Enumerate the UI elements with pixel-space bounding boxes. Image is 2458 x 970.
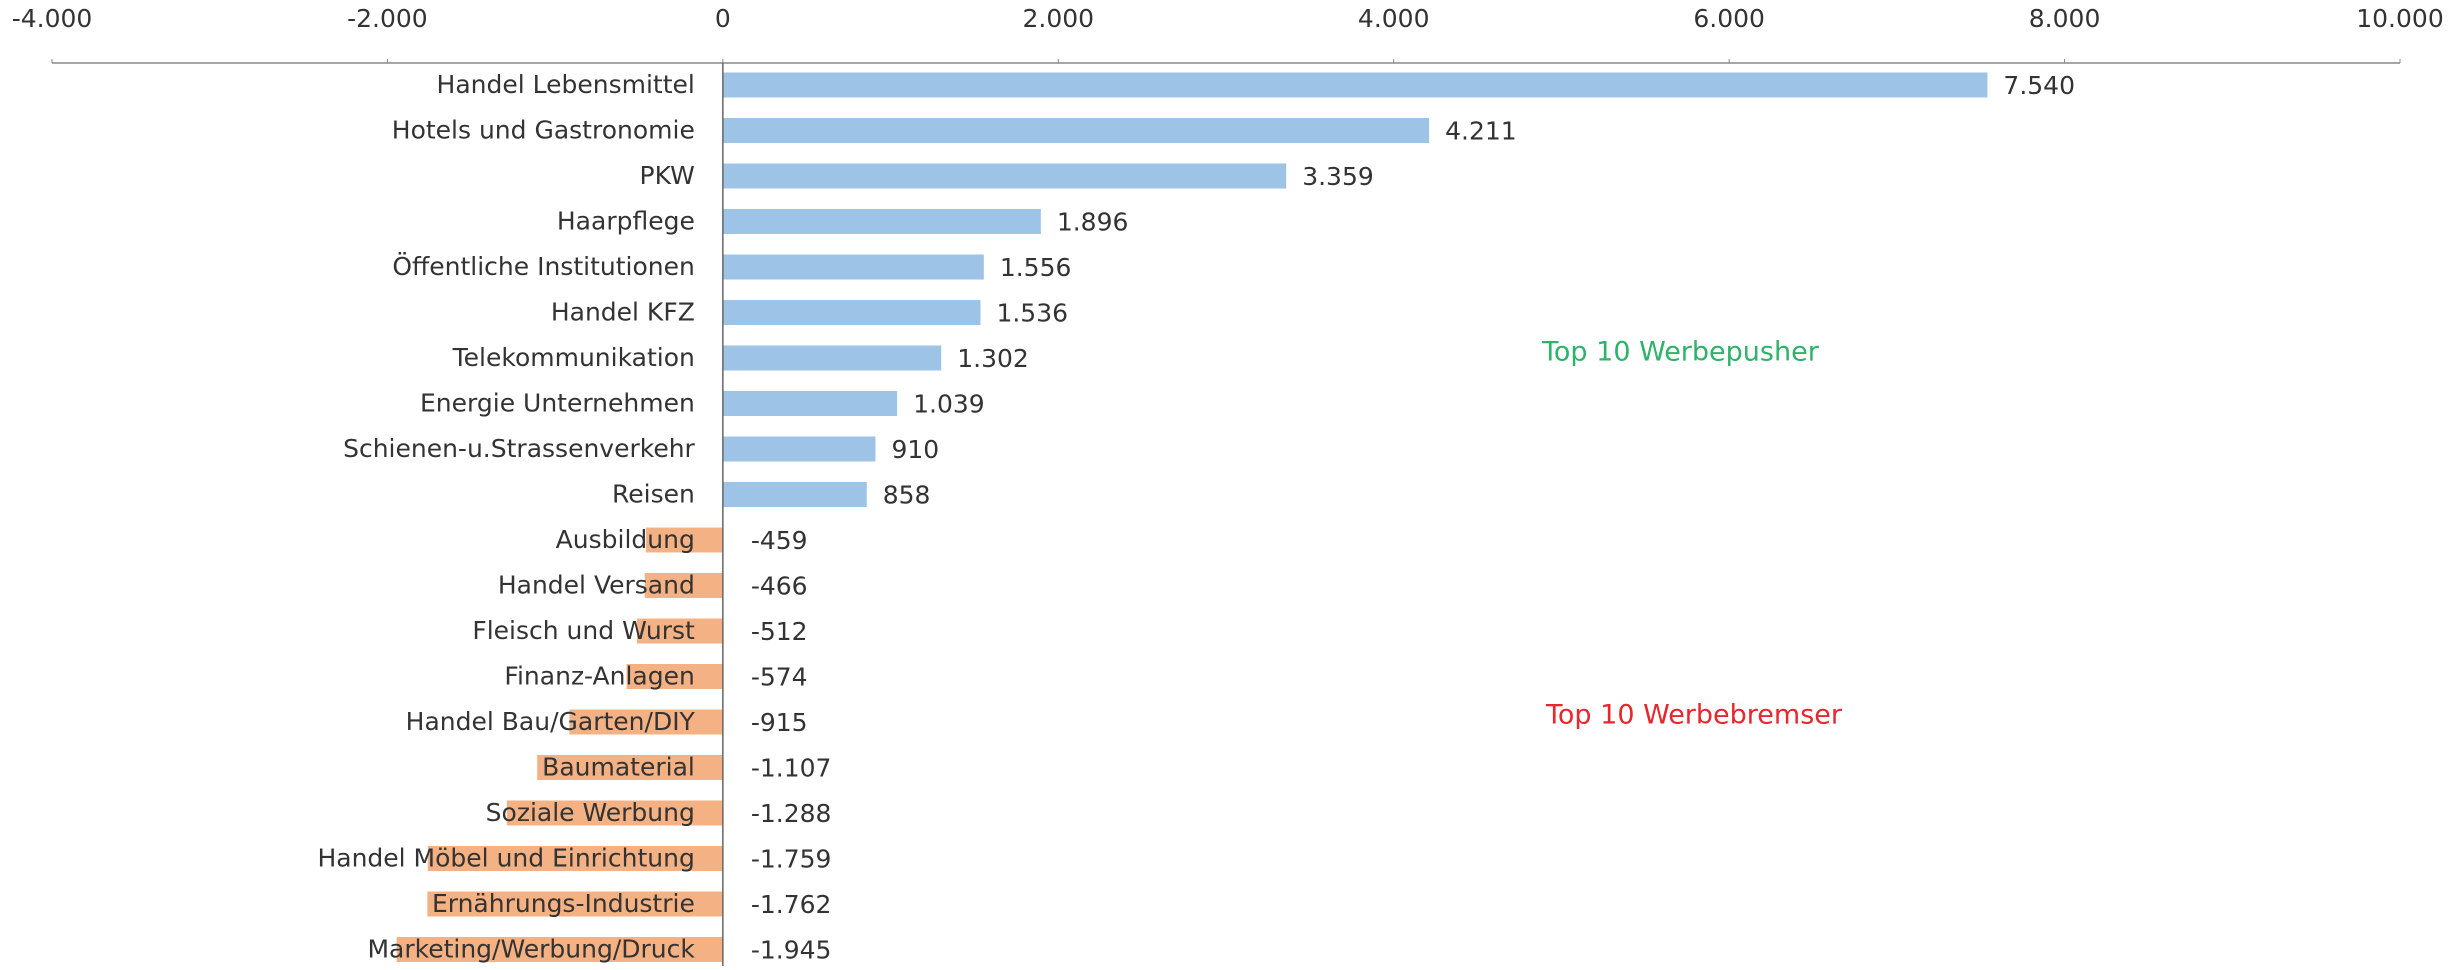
value-label: -1.288 bbox=[751, 799, 832, 828]
bar bbox=[722, 300, 981, 325]
category-label: Schienen-u.Strassenverkehr bbox=[343, 434, 695, 463]
bar bbox=[722, 163, 1287, 189]
x-tick-label: -2.000 bbox=[347, 4, 428, 33]
category-label: Öffentliche Institutionen bbox=[392, 252, 695, 281]
value-label: -1.762 bbox=[751, 890, 832, 919]
category-label: Marketing/Werbung/Druck bbox=[367, 935, 695, 964]
category-label: Finanz-Anlagen bbox=[504, 662, 694, 691]
value-label: 1.536 bbox=[996, 299, 1068, 328]
category-label: Ernährungs-Industrie bbox=[432, 889, 695, 918]
value-label: 910 bbox=[891, 435, 939, 464]
value-label: -466 bbox=[751, 572, 808, 601]
category-label: Soziale Werbung bbox=[486, 798, 695, 827]
bar bbox=[722, 254, 984, 280]
category-label: Energie Unternehmen bbox=[420, 389, 695, 418]
annotation: Top 10 Werbepusher bbox=[1541, 337, 1820, 368]
category-label: Handel Möbel und Einrichtung bbox=[317, 844, 694, 873]
bar bbox=[722, 209, 1041, 234]
value-label: -512 bbox=[751, 617, 808, 646]
value-label: 4.211 bbox=[1445, 117, 1517, 146]
bar bbox=[506, 800, 723, 826]
bar bbox=[537, 755, 723, 780]
category-label: Handel Versand bbox=[498, 571, 695, 600]
value-label: -1.945 bbox=[751, 936, 832, 965]
bar bbox=[396, 937, 723, 962]
x-tick-label: 6.000 bbox=[1693, 4, 1765, 33]
bar bbox=[722, 118, 1430, 143]
category-label: Handel Bau/Garten/DIY bbox=[406, 707, 696, 736]
bar bbox=[722, 391, 898, 416]
x-tick-label: 4.000 bbox=[1358, 4, 1430, 33]
category-label: PKW bbox=[640, 161, 695, 190]
bar bbox=[645, 527, 723, 553]
value-label: -1.759 bbox=[751, 845, 832, 874]
annotation: Top 10 Werbebremser bbox=[1545, 700, 1843, 731]
value-label: 1.039 bbox=[913, 390, 985, 419]
x-tick-label: 0 bbox=[715, 4, 731, 33]
category-label: Ausbildung bbox=[556, 525, 695, 554]
category-label: Telekommunikation bbox=[452, 343, 695, 372]
value-label: -915 bbox=[751, 708, 808, 737]
bar bbox=[427, 846, 723, 871]
value-label: 1.556 bbox=[1000, 253, 1072, 282]
x-tick-label: 8.000 bbox=[2029, 4, 2101, 33]
bar bbox=[644, 573, 723, 598]
category-label: Haarpflege bbox=[557, 207, 695, 236]
category-label: Handel KFZ bbox=[551, 298, 695, 327]
category-label: Handel Lebensmittel bbox=[437, 70, 695, 99]
value-label: 858 bbox=[883, 481, 931, 510]
category-label: Baumaterial bbox=[542, 753, 695, 782]
value-label: 1.896 bbox=[1057, 208, 1129, 237]
value-label: -1.107 bbox=[751, 754, 832, 783]
x-tick-label: 10.000 bbox=[2356, 4, 2443, 33]
bar bbox=[626, 664, 723, 689]
category-label: Hotels und Gastronomie bbox=[392, 116, 695, 145]
bar bbox=[569, 709, 723, 735]
x-tick-label: -4.000 bbox=[12, 4, 93, 33]
category-label: Fleisch und Wurst bbox=[472, 616, 695, 645]
x-tick-label: 2.000 bbox=[1022, 4, 1094, 33]
category-label: Reisen bbox=[612, 480, 695, 509]
bar bbox=[722, 436, 876, 462]
bar bbox=[722, 72, 1988, 98]
value-label: -459 bbox=[751, 526, 808, 555]
bar bbox=[722, 482, 867, 507]
bar bbox=[722, 345, 942, 371]
value-label: 7.540 bbox=[2003, 71, 2075, 100]
bar bbox=[427, 891, 723, 917]
value-label: 1.302 bbox=[957, 344, 1029, 373]
bar bbox=[636, 618, 723, 644]
value-label: 3.359 bbox=[1302, 162, 1374, 191]
value-label: -574 bbox=[751, 663, 808, 692]
